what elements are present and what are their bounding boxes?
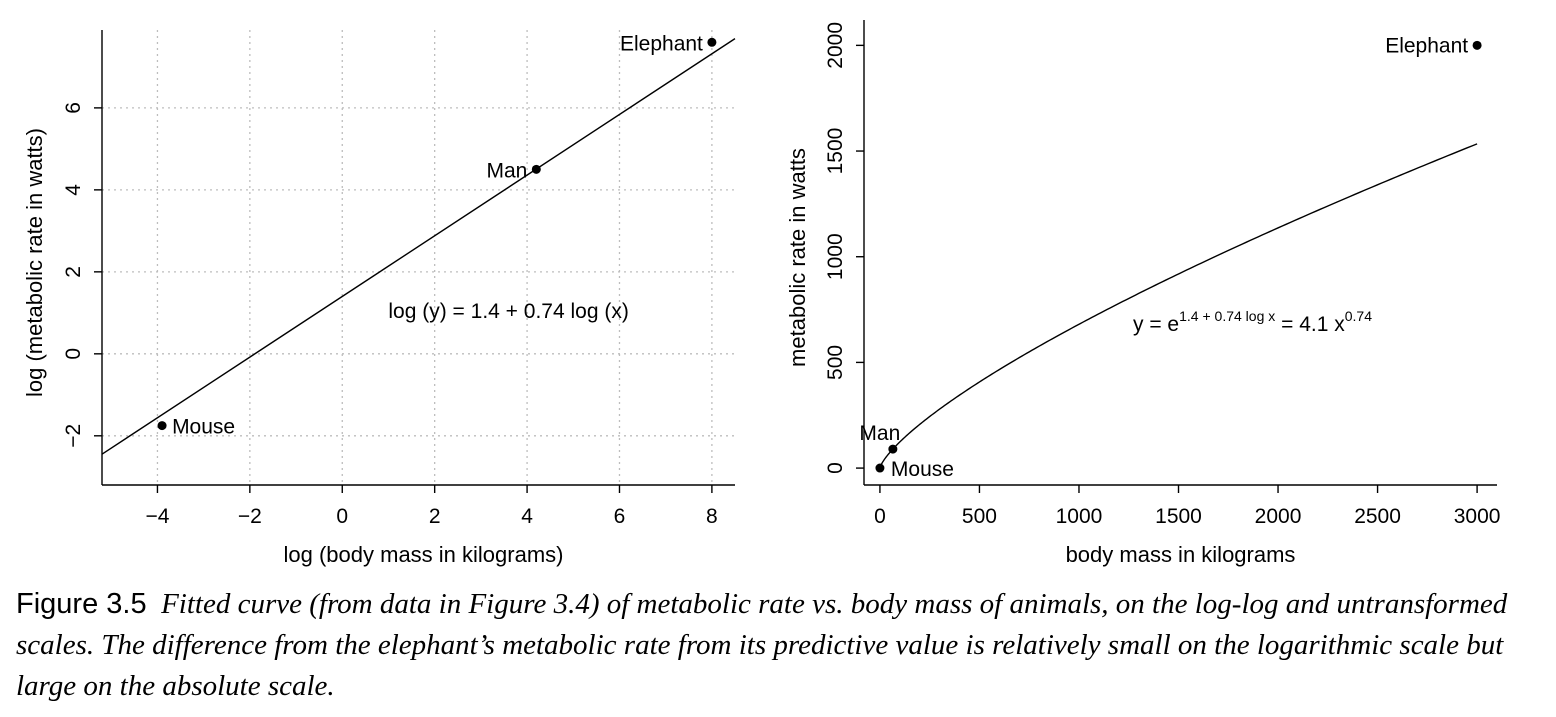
untransformed-panel: Mouse Man Elephant 0 500 1000 1500 2000 2500 300… — [785, 20, 1500, 567]
equation-annotation: y = e1.4 + 0.74 log x = 4.1 x0.74 — [1133, 308, 1372, 336]
x-axis-title: body mass in kilograms — [1066, 542, 1296, 567]
caption-text: Fitted curve (from data in Figure 3.4) o… — [16, 588, 1508, 702]
data-points: Mouse Man Elephant — [157, 32, 717, 439]
equation-power: 0.74 — [1345, 308, 1372, 324]
figure-caption: Figure 3.5 Fitted curve (from data in Fi… — [16, 584, 1546, 707]
figure-plots: Mouse Man Elephant −4 −2 0 2 4 6 8 −2 0 2 4 6 log (y)… — [22, 20, 1500, 567]
x-tick-label: 0 — [336, 505, 348, 528]
x-tick-label: 2500 — [1354, 505, 1401, 528]
y-tick-label: 6 — [62, 102, 85, 114]
y-tick-label: 500 — [824, 345, 847, 380]
log-log-panel: Mouse Man Elephant −4 −2 0 2 4 6 8 −2 0 2 4 6 log (y)… — [22, 30, 736, 567]
equation-middle: = 4.1 x — [1275, 313, 1345, 336]
x-tick-label: −4 — [145, 505, 169, 528]
x-axis-title: log (body mass in kilograms) — [284, 542, 564, 567]
y-axis-title: metabolic rate in watts — [785, 148, 810, 367]
caption-label: Figure 3.5 — [16, 588, 147, 620]
point-label-man: Man — [486, 159, 527, 182]
x-tick-label: 0 — [874, 505, 886, 528]
point-man — [531, 164, 541, 174]
equation-prefix: y = e — [1133, 313, 1179, 336]
y-tick-label: 2000 — [824, 22, 847, 69]
y-tick-label: −2 — [62, 424, 85, 448]
point-label-man: Man — [859, 422, 900, 445]
y-axis-title: log (metabolic rate in watts) — [22, 128, 47, 397]
axes: 0 500 1000 1500 2000 2500 3000 0 500 1000 1500 2000 — [824, 20, 1500, 528]
point-label-elephant: Elephant — [1385, 34, 1468, 57]
y-tick-label: 4 — [62, 184, 85, 196]
point-elephant — [1472, 40, 1482, 50]
x-tick-label: 2 — [429, 505, 441, 528]
point-man — [888, 444, 898, 454]
fit-line — [101, 38, 736, 455]
x-tick-label: 2000 — [1255, 505, 1302, 528]
x-tick-label: 1500 — [1155, 505, 1202, 528]
point-mouse — [875, 463, 885, 473]
y-tick-label: 1500 — [824, 128, 847, 175]
equation-exponent: 1.4 + 0.74 log x — [1179, 308, 1275, 324]
x-tick-label: 1000 — [1056, 505, 1103, 528]
y-tick-label: 1000 — [824, 233, 847, 280]
x-tick-label: −2 — [238, 505, 262, 528]
point-elephant — [707, 37, 717, 47]
x-tick-label: 3000 — [1454, 505, 1501, 528]
equation-annotation: log (y) = 1.4 + 0.74 log (x) — [388, 300, 628, 323]
y-tick-label: 0 — [62, 348, 85, 360]
y-tick-label: 0 — [824, 462, 847, 474]
x-tick-label: 8 — [706, 505, 718, 528]
data-points: Mouse Man Elephant — [859, 34, 1482, 481]
x-tick-label: 4 — [521, 505, 533, 528]
axes: −4 −2 0 2 4 6 8 −2 0 2 4 6 — [62, 30, 735, 528]
point-label-elephant: Elephant — [620, 32, 703, 55]
y-tick-label: 2 — [62, 266, 85, 278]
point-mouse — [157, 421, 167, 431]
x-tick-label: 500 — [962, 505, 997, 528]
point-label-mouse: Mouse — [891, 458, 954, 481]
x-tick-label: 6 — [614, 505, 626, 528]
point-label-mouse: Mouse — [172, 416, 235, 439]
grid — [102, 30, 735, 485]
fit-curve — [879, 143, 1478, 469]
